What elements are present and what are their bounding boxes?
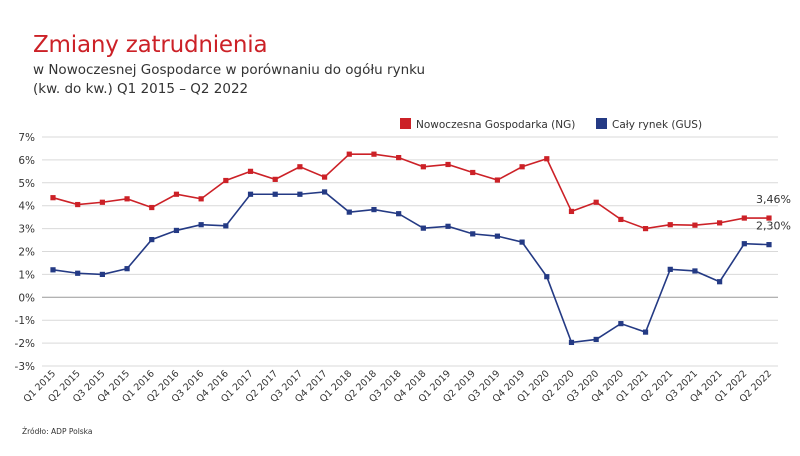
data-point [50,267,56,273]
legend-swatch [400,118,411,129]
data-point [593,336,599,343]
data-point [297,191,303,197]
end-value-label: 2,30% [756,220,791,233]
data-point [321,189,328,195]
data-point [420,225,426,231]
data-point [149,236,155,243]
y-tick-label: 6% [18,155,35,167]
chart-subtitle-line-1: w Nowoczesnej Gospodarce w porównaniu do… [33,62,426,78]
data-point [50,195,56,201]
data-point [346,209,352,215]
chart-subtitle-line-2: (kw. do kw.) Q1 2015 – Q2 2022 [33,81,249,97]
data-point [618,216,624,223]
data-point [692,268,698,274]
data-point [766,215,772,221]
data-point [371,151,377,157]
data-point [420,164,426,170]
data-point [741,215,747,221]
data-point [198,196,204,202]
data-point [470,169,476,176]
series-group [50,151,772,346]
y-tick-label: -2% [15,338,35,350]
data-point [223,177,229,184]
data-point [741,241,747,247]
data-point [544,156,550,162]
y-tick-label: 2% [18,247,35,259]
data-point [667,266,673,272]
data-point [75,270,81,276]
data-point [149,204,155,211]
data-point [642,226,649,232]
chart-title: Zmiany zatrudnienia [33,32,268,58]
data-point [75,201,81,208]
data-point [445,161,451,168]
data-point [667,222,673,228]
data-point [544,274,550,280]
data-point [568,208,575,215]
data-point [519,164,525,170]
data-point [124,266,130,272]
data-point [173,191,180,197]
data-point [297,164,303,170]
legend-label: Cały rynek (GUS) [612,119,702,131]
series-line-2 [52,191,770,344]
end-labels: 3,46% 2,30% [756,193,791,233]
legend-label: Nowoczesna Gospodarka (NG) [416,119,575,131]
data-point [223,223,229,229]
gridlines [42,136,778,367]
data-point [445,223,451,229]
y-tick-label: 1% [18,269,35,281]
y-tick-label: 7% [18,132,35,144]
y-tick-label: -1% [15,315,35,327]
data-point [272,176,278,182]
data-point [247,191,254,197]
data-point [568,339,575,346]
data-point [494,177,501,183]
y-tick-label: 4% [18,201,35,213]
data-point [371,206,377,213]
data-point [470,231,476,237]
end-value-label: 3,46% [756,193,791,206]
data-point [396,155,402,161]
data-point [346,151,352,157]
legend-swatch [596,118,607,129]
data-point [272,191,278,197]
source-note: Źródło: ADP Polska [22,427,93,436]
data-point [519,239,525,245]
y-tick-label: 3% [18,224,35,236]
data-point [247,168,254,174]
data-point [766,242,772,248]
data-point [321,174,328,180]
data-point [618,321,624,327]
data-point [99,199,105,205]
y-tick-label: 5% [18,178,35,190]
data-point [717,279,723,285]
y-axis-ticks: -3% -2% -1% 0% 1% 2% 3% 4% 5% 6% 7% [15,132,35,373]
data-point [99,271,105,277]
data-point [124,196,130,202]
y-tick-label: -3% [15,361,35,373]
y-tick-label: 0% [18,292,35,304]
data-point [593,199,599,205]
series-line-1 [52,153,769,230]
data-point [198,222,204,228]
data-point [692,222,698,228]
data-point [642,329,649,335]
data-point [717,220,723,226]
data-point [173,227,180,234]
legend: Nowoczesna Gospodarka (NG) Cały rynek (GU… [400,118,702,131]
data-point [396,211,402,217]
data-point [494,233,501,239]
